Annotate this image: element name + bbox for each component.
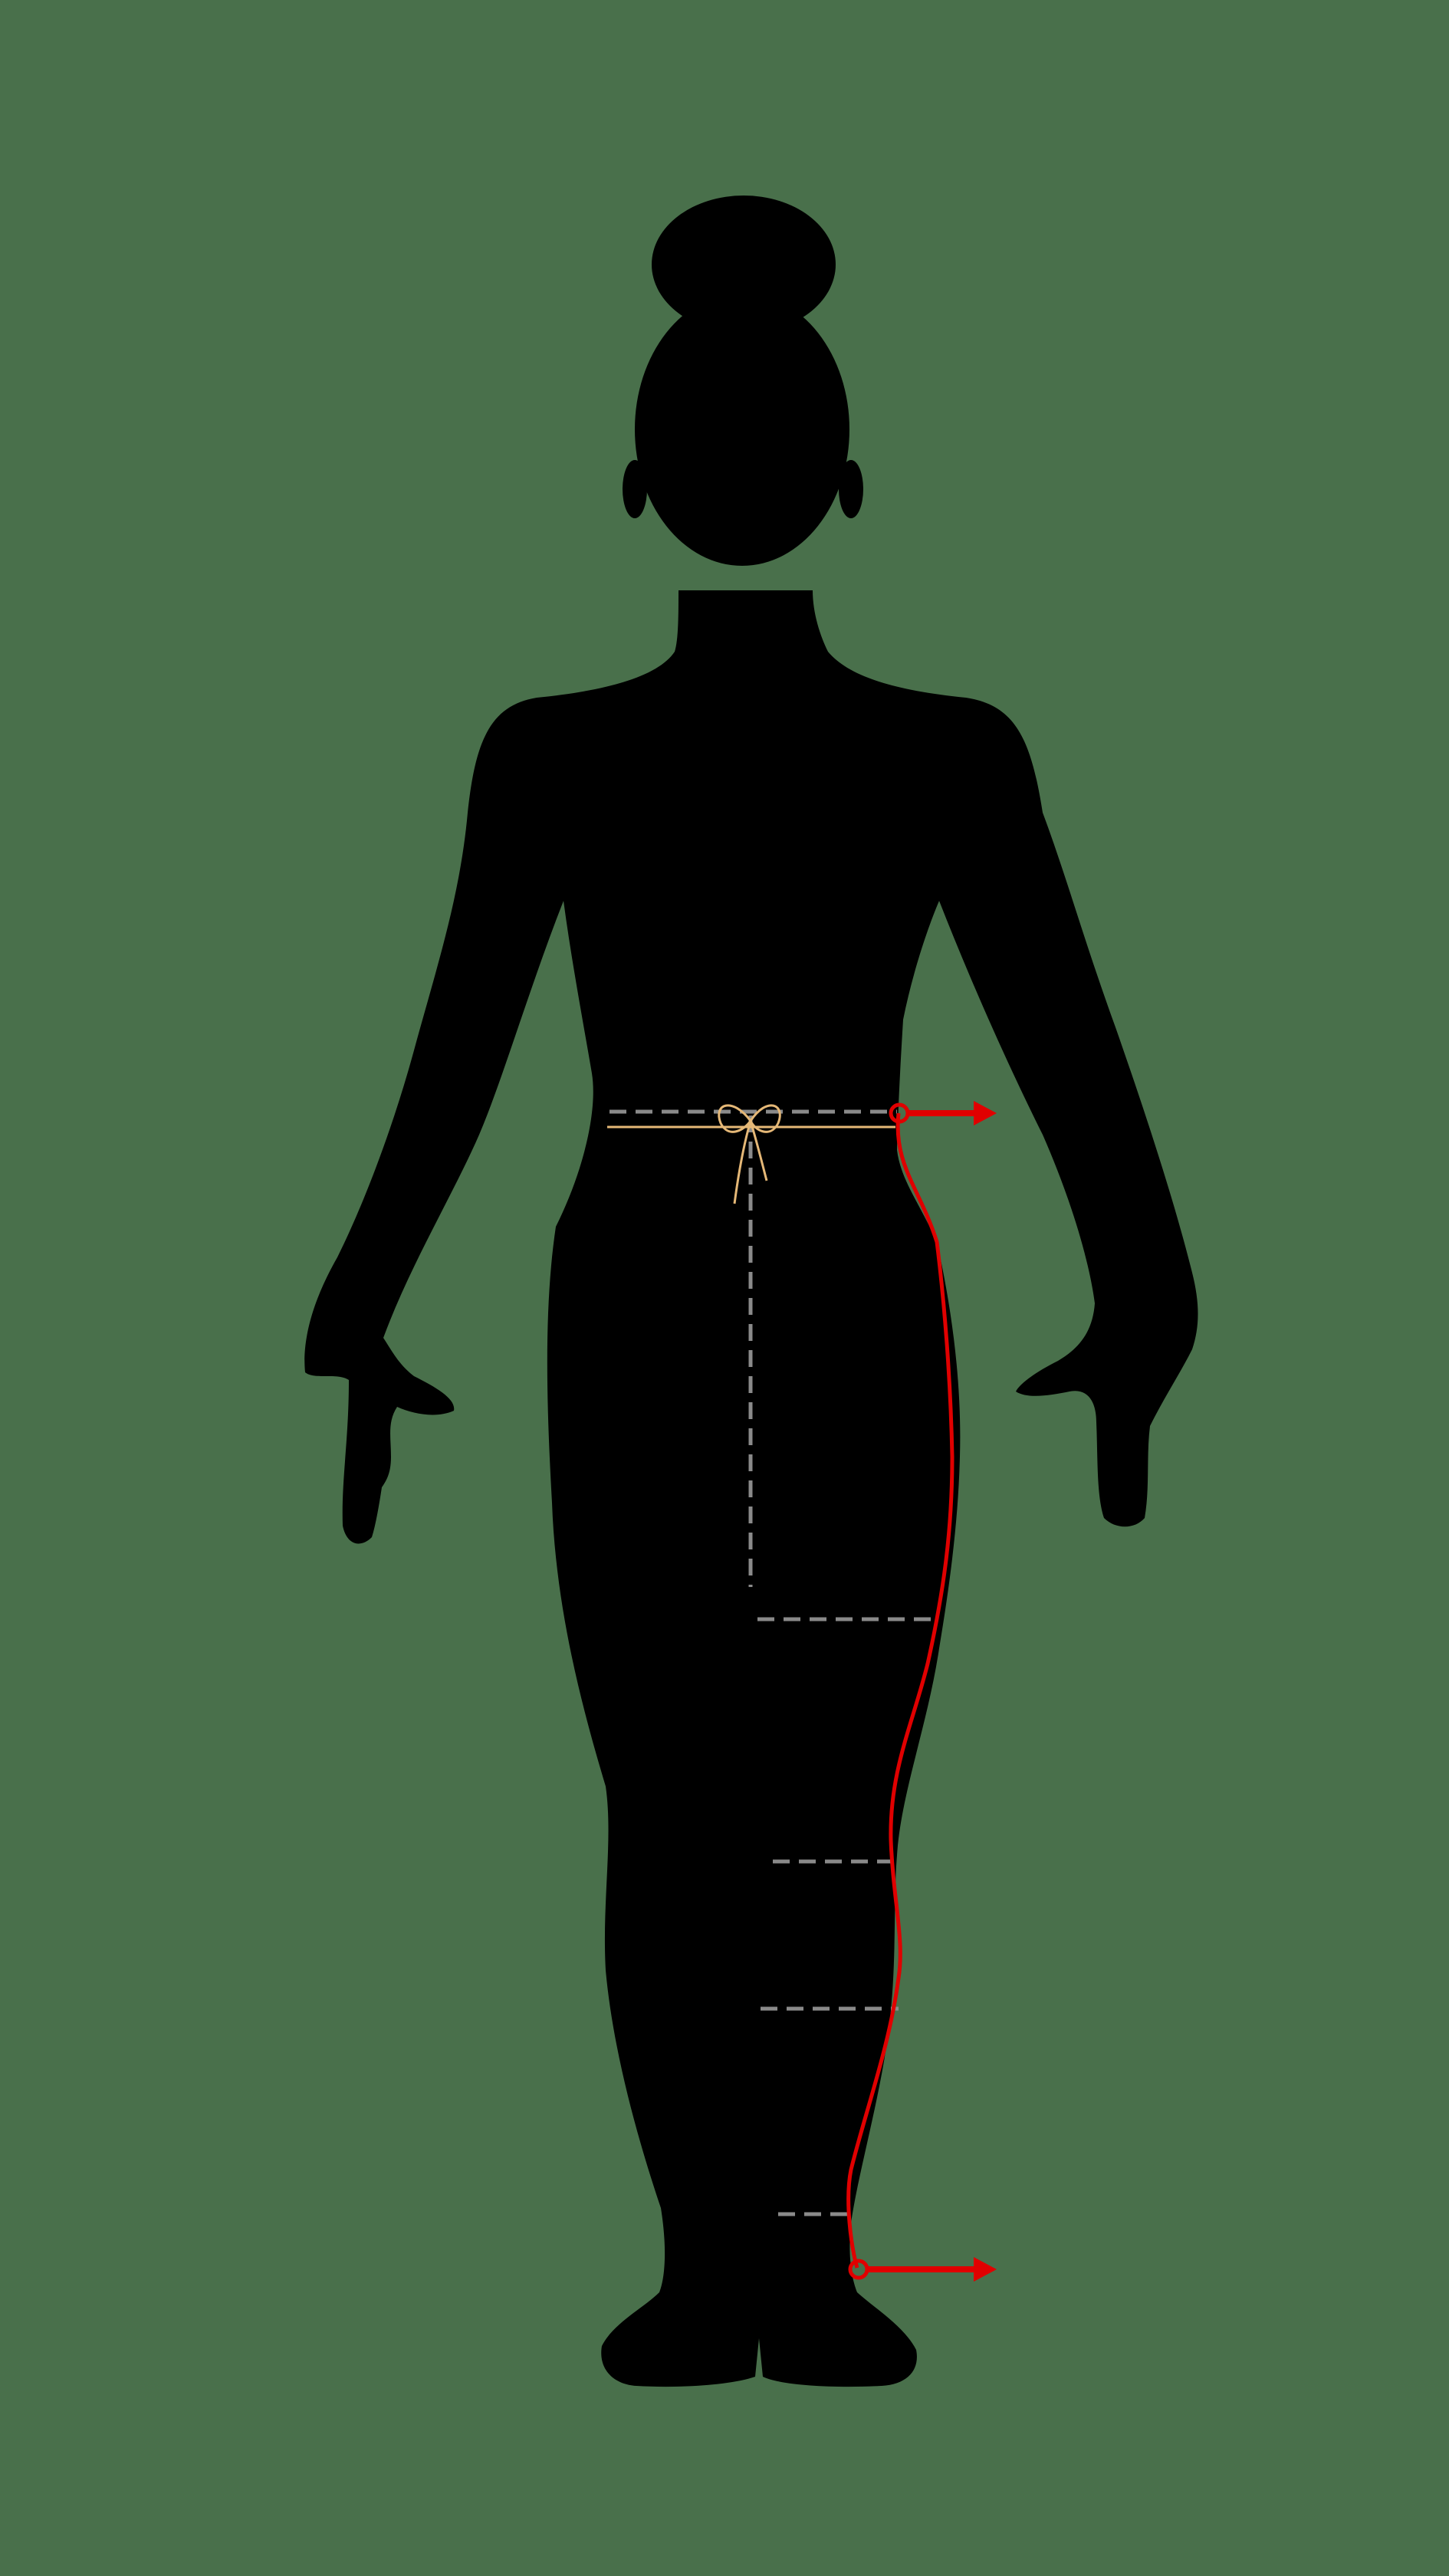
hair-bun — [652, 196, 836, 334]
head — [635, 293, 849, 566]
waist-tie-bow-icon — [718, 1104, 781, 1204]
bow-stroke — [733, 1120, 752, 1204]
bow-stroke — [749, 1120, 768, 1181]
outseam-curve — [846, 1112, 955, 2269]
arrow-right-icon — [974, 2257, 997, 2282]
bow-stroke — [749, 1104, 781, 1133]
right-ear — [839, 460, 863, 518]
measurement-guides — [607, 1101, 997, 2282]
left-ear — [623, 460, 647, 518]
arrow-right-icon — [974, 1101, 997, 1125]
bow-stroke — [718, 1104, 752, 1133]
